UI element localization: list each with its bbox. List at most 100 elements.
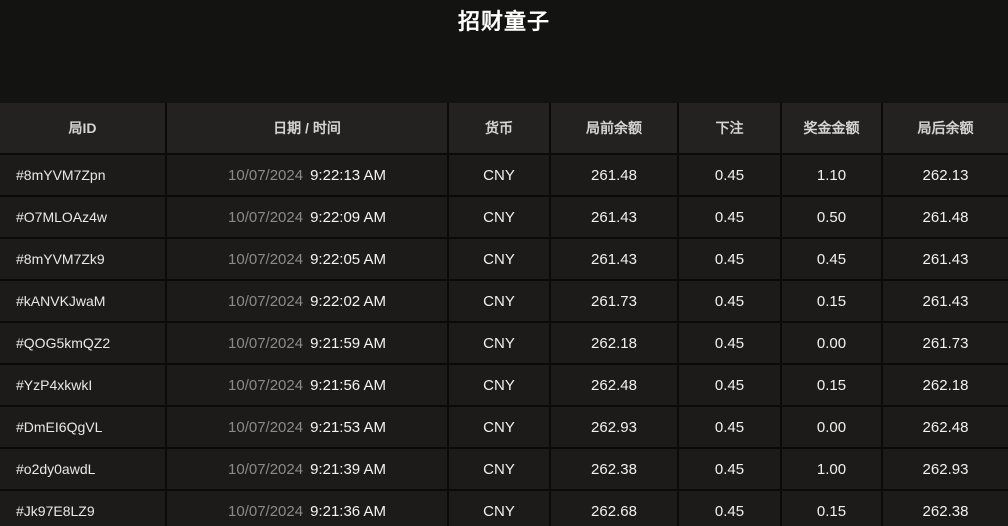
prize-amount-cell: 0.15 (782, 281, 881, 321)
date-value: 10/07/2024 (228, 250, 304, 268)
round-id-cell: #kANVKJwaM (0, 281, 165, 321)
date-time-cell: 10/07/2024 9:21:53 AM (167, 407, 447, 447)
prize-amount-cell: 1.00 (782, 449, 881, 489)
balance-before-cell: 262.93 (551, 407, 677, 447)
bet-cell: 0.45 (679, 323, 780, 363)
date-time-cell: 10/07/2024 9:21:56 AM (167, 365, 447, 405)
date-time-cell: 10/07/2024 9:22:05 AM (167, 239, 447, 279)
prize-amount-cell: 0.50 (782, 197, 881, 237)
currency-cell: CNY (449, 491, 549, 526)
bet-cell: 0.45 (679, 449, 780, 489)
table-row: #8mYVM7Zk9 10/07/2024 9:22:05 AM CNY 261… (0, 239, 1008, 279)
time-value: 9:21:36 AM (310, 502, 386, 520)
time-value: 9:21:53 AM (310, 418, 386, 436)
table-header-row: 局ID 日期 / 时间 货币 局前余额 下注 奖金金额 局后余额 (0, 103, 1008, 153)
prize-amount-cell: 0.45 (782, 239, 881, 279)
balance-after-cell: 262.18 (883, 365, 1008, 405)
table-row: #DmEI6QgVL 10/07/2024 9:21:53 AM CNY 262… (0, 407, 1008, 447)
bet-cell: 0.45 (679, 407, 780, 447)
balance-before-cell: 262.48 (551, 365, 677, 405)
time-value: 9:22:05 AM (310, 250, 386, 268)
balance-before-cell: 261.43 (551, 197, 677, 237)
balance-after-cell: 262.38 (883, 491, 1008, 526)
round-id-cell: #Jk97E8LZ9 (0, 491, 165, 526)
balance-after-cell: 261.48 (883, 197, 1008, 237)
balance-before-cell: 262.18 (551, 323, 677, 363)
balance-after-cell: 261.73 (883, 323, 1008, 363)
currency-cell: CNY (449, 281, 549, 321)
round-id-cell: #O7MLOAz4w (0, 197, 165, 237)
currency-cell: CNY (449, 407, 549, 447)
round-id-cell: #8mYVM7Zk9 (0, 239, 165, 279)
column-header-date-time: 日期 / 时间 (167, 103, 447, 153)
time-value: 9:21:59 AM (310, 334, 386, 352)
currency-cell: CNY (449, 365, 549, 405)
table-body: #8mYVM7Zpn 10/07/2024 9:22:13 AM CNY 261… (0, 155, 1008, 526)
balance-before-cell: 262.68 (551, 491, 677, 526)
prize-amount-cell: 0.00 (782, 407, 881, 447)
game-history-table: 局ID 日期 / 时间 货币 局前余额 下注 奖金金额 局后余额 #8mYVM7… (0, 103, 1008, 526)
round-id-cell: #8mYVM7Zpn (0, 155, 165, 195)
currency-cell: CNY (449, 197, 549, 237)
balance-before-cell: 261.73 (551, 281, 677, 321)
prize-amount-cell: 0.15 (782, 365, 881, 405)
balance-before-cell: 261.43 (551, 239, 677, 279)
date-value: 10/07/2024 (228, 166, 304, 184)
bet-cell: 0.45 (679, 491, 780, 526)
currency-cell: CNY (449, 449, 549, 489)
balance-after-cell: 261.43 (883, 239, 1008, 279)
column-header-prize-amount: 奖金金额 (782, 103, 881, 153)
time-value: 9:22:09 AM (310, 208, 386, 226)
round-id-cell: #QOG5kmQZ2 (0, 323, 165, 363)
table-row: #QOG5kmQZ2 10/07/2024 9:21:59 AM CNY 262… (0, 323, 1008, 363)
round-id-cell: #DmEI6QgVL (0, 407, 165, 447)
date-value: 10/07/2024 (228, 292, 304, 310)
prize-amount-cell: 0.15 (782, 491, 881, 526)
table-row: #8mYVM7Zpn 10/07/2024 9:22:13 AM CNY 261… (0, 155, 1008, 195)
title-bar: 招财童子 (0, 0, 1008, 40)
time-value: 9:21:56 AM (310, 376, 386, 394)
bet-cell: 0.45 (679, 155, 780, 195)
table-row: #Jk97E8LZ9 10/07/2024 9:21:36 AM CNY 262… (0, 491, 1008, 526)
currency-cell: CNY (449, 155, 549, 195)
date-time-cell: 10/07/2024 9:21:36 AM (167, 491, 447, 526)
bet-cell: 0.45 (679, 281, 780, 321)
currency-cell: CNY (449, 239, 549, 279)
page-title: 招财童子 (457, 9, 550, 34)
bet-cell: 0.45 (679, 239, 780, 279)
date-time-cell: 10/07/2024 9:22:13 AM (167, 155, 447, 195)
date-value: 10/07/2024 (228, 334, 304, 352)
date-time-cell: 10/07/2024 9:21:39 AM (167, 449, 447, 489)
round-id-cell: #o2dy0awdL (0, 449, 165, 489)
round-id-cell: #YzP4xkwkI (0, 365, 165, 405)
table-row: #kANVKJwaM 10/07/2024 9:22:02 AM CNY 261… (0, 281, 1008, 321)
date-time-cell: 10/07/2024 9:22:09 AM (167, 197, 447, 237)
time-value: 9:21:39 AM (310, 460, 386, 478)
balance-before-cell: 262.38 (551, 449, 677, 489)
time-value: 9:22:13 AM (310, 166, 386, 184)
time-value: 9:22:02 AM (310, 292, 386, 310)
column-header-balance-after: 局后余额 (883, 103, 1008, 153)
prize-amount-cell: 1.10 (782, 155, 881, 195)
column-header-bet: 下注 (679, 103, 780, 153)
date-time-cell: 10/07/2024 9:22:02 AM (167, 281, 447, 321)
column-header-round-id: 局ID (0, 103, 165, 153)
date-value: 10/07/2024 (228, 460, 304, 478)
balance-before-cell: 261.48 (551, 155, 677, 195)
column-header-currency: 货币 (449, 103, 549, 153)
date-value: 10/07/2024 (228, 208, 304, 226)
balance-after-cell: 261.43 (883, 281, 1008, 321)
balance-after-cell: 262.93 (883, 449, 1008, 489)
column-header-balance-before: 局前余额 (551, 103, 677, 153)
date-value: 10/07/2024 (228, 418, 304, 436)
balance-after-cell: 262.48 (883, 407, 1008, 447)
table-row: #o2dy0awdL 10/07/2024 9:21:39 AM CNY 262… (0, 449, 1008, 489)
bet-cell: 0.45 (679, 365, 780, 405)
table-row: #O7MLOAz4w 10/07/2024 9:22:09 AM CNY 261… (0, 197, 1008, 237)
balance-after-cell: 262.13 (883, 155, 1008, 195)
table-row: #YzP4xkwkI 10/07/2024 9:21:56 AM CNY 262… (0, 365, 1008, 405)
currency-cell: CNY (449, 323, 549, 363)
date-time-cell: 10/07/2024 9:21:59 AM (167, 323, 447, 363)
bet-cell: 0.45 (679, 197, 780, 237)
